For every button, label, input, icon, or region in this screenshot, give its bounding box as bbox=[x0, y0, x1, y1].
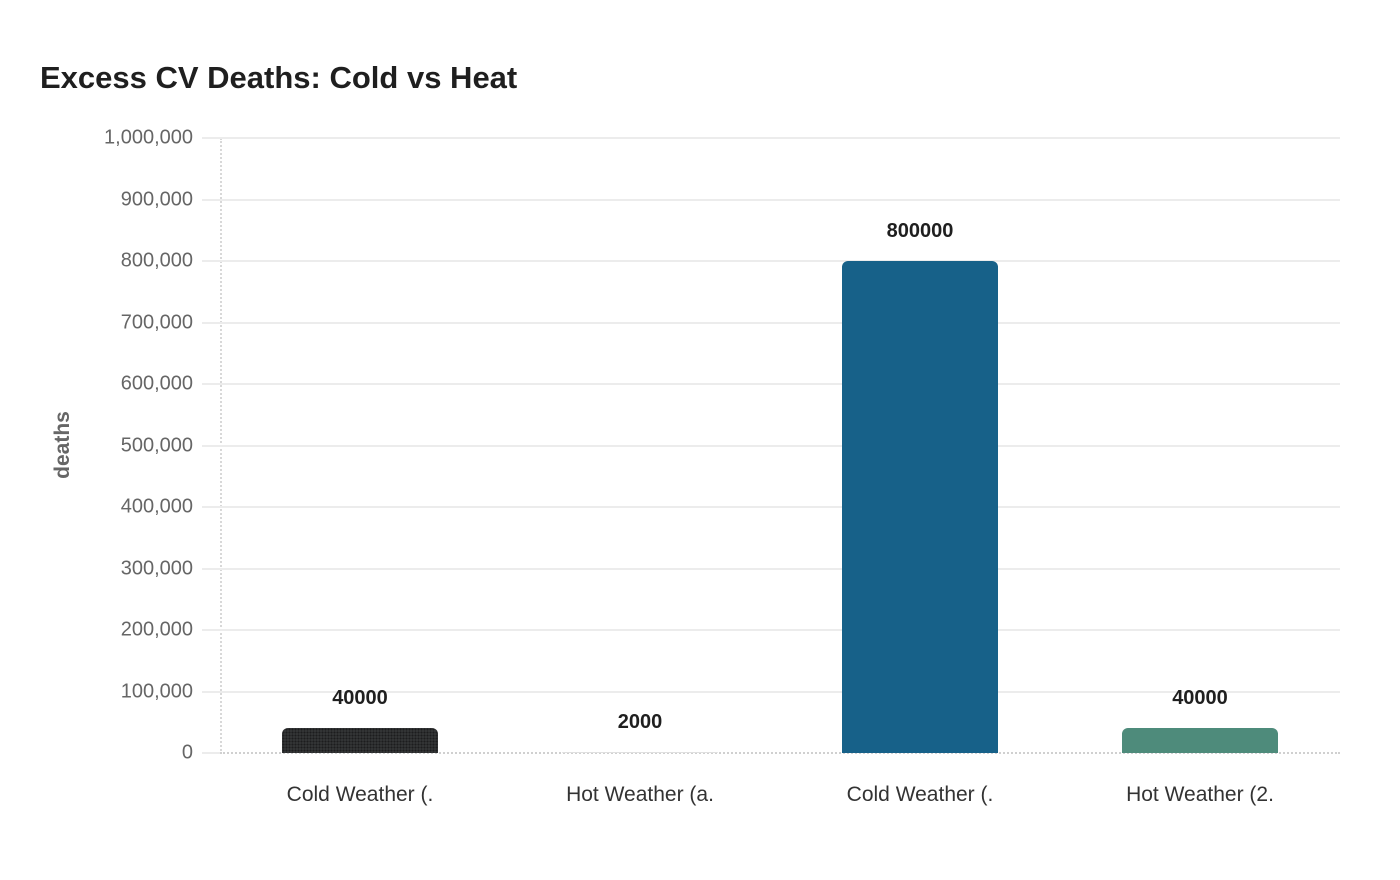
y-tick-label: 0 bbox=[181, 741, 193, 764]
gridline bbox=[202, 444, 1340, 447]
x-tick-label: Hot Weather (2. bbox=[1126, 783, 1274, 806]
bar[interactable] bbox=[562, 751, 718, 753]
y-tick-label: 1,000,000 bbox=[104, 126, 193, 149]
x-tick-label: Cold Weather (. bbox=[846, 783, 994, 806]
y-tick-label: 300,000 bbox=[120, 557, 193, 579]
y-tick-label: 600,000 bbox=[120, 372, 193, 395]
gridline bbox=[202, 198, 1340, 201]
gridline bbox=[202, 383, 1340, 385]
bar[interactable] bbox=[842, 261, 998, 753]
bar[interactable] bbox=[1122, 728, 1278, 753]
value-label: 800000 bbox=[886, 220, 954, 242]
x-axis-line bbox=[220, 752, 1340, 754]
zero-tick bbox=[202, 752, 220, 754]
y-tick-label: 400,000 bbox=[120, 495, 193, 518]
gridline bbox=[202, 567, 1340, 570]
y-tick-label: 700,000 bbox=[120, 311, 193, 333]
gridline bbox=[202, 506, 1340, 508]
y-tick-label: 800,000 bbox=[120, 249, 193, 272]
y-tick-label: 100,000 bbox=[120, 680, 193, 702]
x-tick-label: Cold Weather (. bbox=[286, 783, 434, 806]
y-tick-label: 900,000 bbox=[120, 188, 193, 210]
x-tick-label: Hot Weather (a. bbox=[566, 783, 714, 806]
gridline bbox=[202, 321, 1340, 324]
gridline bbox=[202, 629, 1340, 631]
chart-title: Excess CV Deaths: Cold vs Heat bbox=[40, 60, 518, 95]
value-label: 2000 bbox=[617, 710, 663, 733]
y-tick-label: 500,000 bbox=[120, 434, 193, 456]
value-label: 40000 bbox=[1172, 687, 1228, 710]
value-label: 40000 bbox=[332, 687, 388, 710]
gridline bbox=[202, 260, 1340, 262]
gridline bbox=[202, 690, 1340, 693]
bar[interactable] bbox=[282, 728, 438, 753]
y-tick-label: 200,000 bbox=[120, 618, 193, 641]
gridline bbox=[202, 137, 1340, 139]
